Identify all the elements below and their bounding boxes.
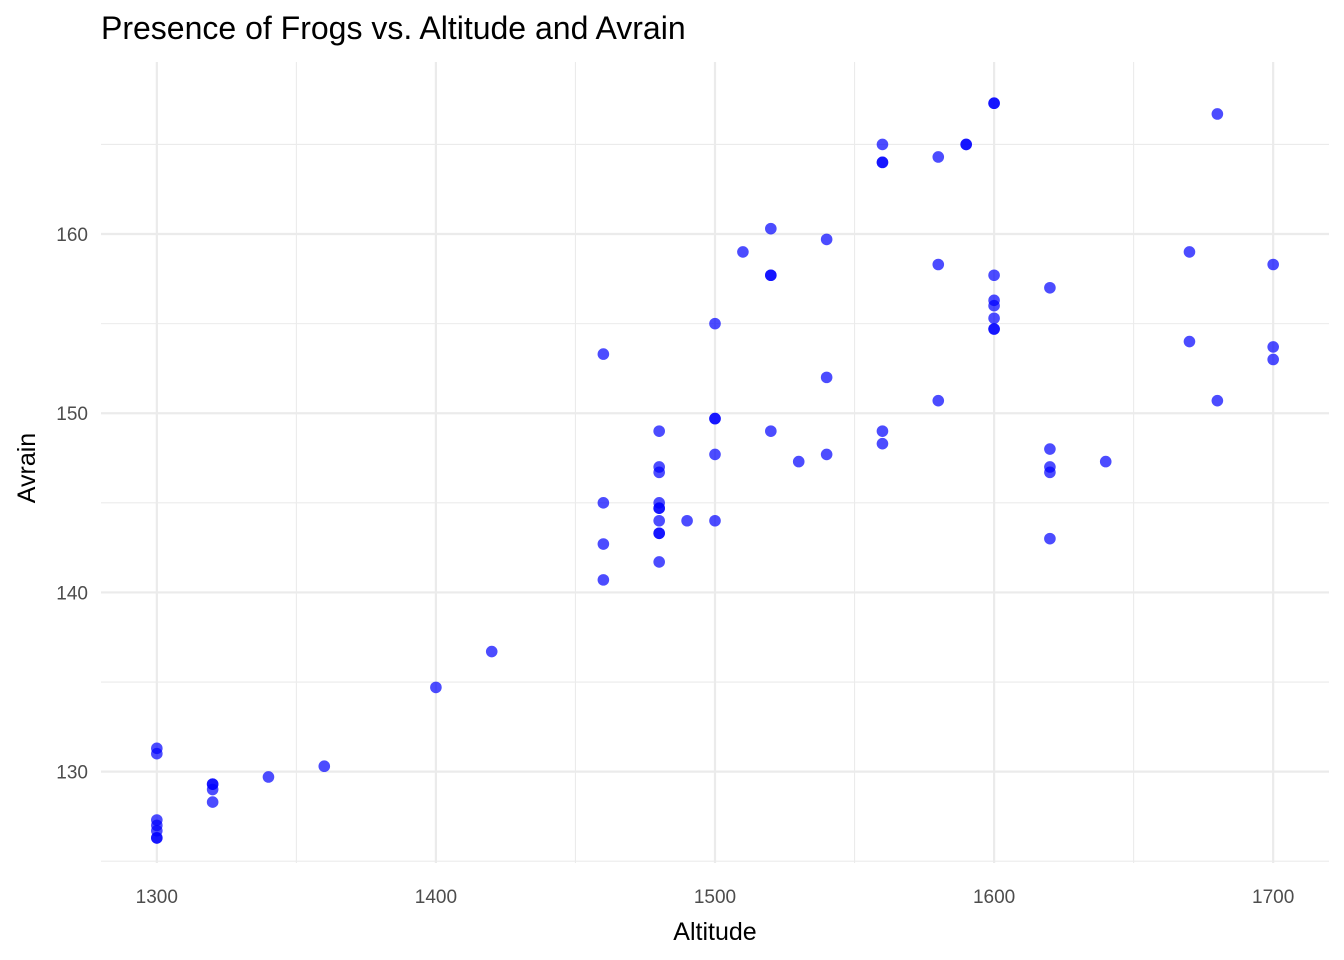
data-point [1211,108,1224,120]
data-point [876,425,889,437]
data-point [681,514,693,527]
data-point [709,317,721,330]
data-point [709,412,721,425]
data-point [876,156,889,169]
x-tick-label: 1500 [694,887,736,908]
data-point [932,258,945,271]
data-point [1099,455,1112,468]
chart-title: Presence of Frogs vs. Altitude and Avrai… [101,10,686,46]
data-point [206,796,219,808]
y-axis-title: Avrain [13,433,41,503]
data-point [988,97,1000,110]
y-tick-label: 150 [56,404,88,425]
data-point [988,269,1000,282]
data-point [653,556,665,568]
data-point [597,574,610,586]
data-point [653,425,665,437]
data-point [876,437,889,450]
data-point [1267,353,1279,366]
data-point [988,299,1000,312]
data-point [988,312,1000,325]
data-point [932,151,945,163]
data-point [597,497,610,509]
data-point [653,527,665,540]
data-point [988,323,1000,335]
y-axis-tick-labels: 130 140 150 160 [56,225,88,784]
data-point [1044,466,1056,479]
data-point [430,681,442,694]
data-point [653,466,665,479]
data-point [932,394,945,407]
data-point [151,832,163,844]
data-point [262,771,275,783]
data-point [1267,258,1279,271]
data-point [1044,443,1056,455]
data-point [960,138,972,151]
data-point [1267,341,1279,353]
x-axis-title: Altitude [673,918,756,946]
data-point [765,222,777,235]
data-point [151,747,163,760]
data-point [1044,532,1056,545]
data-point [485,645,498,658]
data-point [709,448,721,461]
major-gridlines [101,62,1329,863]
data-point [765,425,777,437]
data-point [820,448,833,461]
x-axis-tick-labels: 1300 1400 1500 1600 1700 [136,887,1295,908]
data-point [709,514,721,527]
data-point [1044,281,1056,294]
x-tick-label: 1700 [1252,887,1294,908]
data-point [876,138,889,151]
data-point [820,233,833,246]
data-point [792,455,805,468]
x-tick-label: 1400 [415,887,457,908]
y-tick-label: 140 [56,583,88,604]
data-point [765,269,777,282]
data-point [653,514,665,527]
y-tick-label: 160 [56,225,88,246]
data-points [151,97,1279,844]
x-tick-label: 1600 [973,887,1015,908]
y-tick-label: 130 [56,763,88,784]
data-point [597,348,610,360]
data-point [1211,394,1224,407]
data-point [206,783,219,796]
x-tick-label: 1300 [136,887,178,908]
data-point [737,246,749,258]
data-point [1183,246,1196,258]
data-point [1183,335,1196,348]
data-point [318,760,331,773]
data-point [597,538,610,550]
data-point [653,502,665,514]
data-point [820,371,833,384]
